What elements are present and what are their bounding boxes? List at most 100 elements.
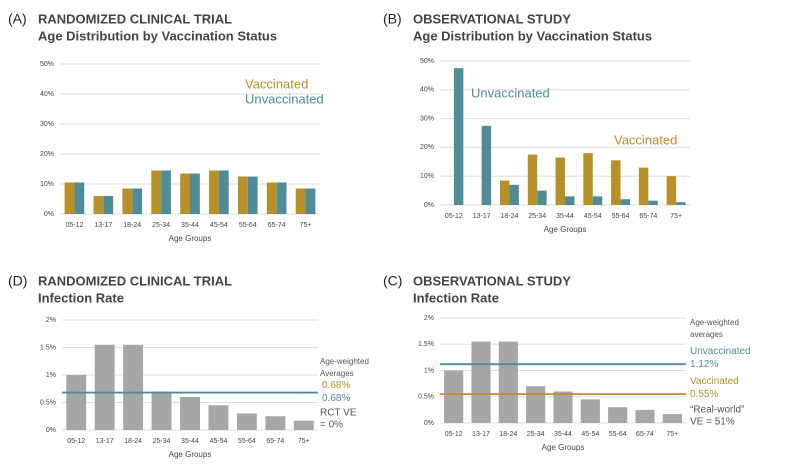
y-tick-label: 10% [40,181,54,188]
reference-value: 0.68% [322,393,350,404]
bar [236,413,257,430]
annotation: Age-weighted [320,357,369,366]
bar [509,184,519,205]
y-tick-label: 20% [420,144,434,151]
x-tick-label: 65-74 [268,222,286,229]
panel-label: (C) [383,273,402,289]
y-tick-label: 1% [424,367,434,374]
y-tick-label: 1.5% [418,341,434,348]
bar [122,188,133,214]
bar [247,176,258,214]
y-tick-label: 0% [424,202,434,209]
bar [305,188,316,214]
legend-entry: Unvaccinated [245,91,324,106]
y-tick-label: 0% [44,211,54,218]
bar [93,196,104,214]
x-tick-label: 18-24 [124,438,142,445]
x-tick-label: 55-64 [612,213,630,220]
bar [555,157,565,205]
bar [161,170,171,214]
x-tick-label: 75+ [666,431,678,438]
x-tick-label: 25-34 [528,213,546,220]
x-tick-label: 65-74 [636,431,654,438]
bar [444,370,464,423]
bar [583,153,593,205]
chart-title: OBSERVATIONAL STUDY [413,273,571,288]
chart-subtitle: Infection Rate [38,290,124,305]
bar [295,188,306,214]
reference-name: Vaccinated [690,376,739,387]
y-tick-label: 0.5% [40,399,56,406]
x-tick-label: 45-54 [581,431,599,438]
bar [565,196,575,205]
bar [611,160,621,205]
bar [293,420,314,430]
y-tick-label: 20% [40,151,54,158]
x-axis-label: Age Groups [544,225,587,234]
bar [638,167,649,205]
x-tick-label: 18-24 [499,431,517,438]
bar [237,176,248,214]
x-tick-label: 45-54 [209,438,227,445]
reference-value: 0.68% [322,380,350,391]
x-tick-label: 55-64 [609,431,627,438]
bar [66,375,87,430]
bar [498,341,518,423]
x-tick-label: 55-64 [238,438,256,445]
annotation: RCT VE [320,408,357,419]
x-tick-label: 13-17 [96,438,114,445]
y-tick-label: 30% [40,121,54,128]
x-tick-label: 35-44 [181,438,199,445]
x-tick-label: 18-24 [123,222,141,229]
chart-subtitle: Infection Rate [413,290,499,305]
x-tick-label: 75+ [298,438,310,445]
panel-label: (B) [383,11,402,27]
x-tick-label: 35-44 [556,213,574,220]
annotation: “Real-world” [690,405,744,416]
x-tick-label: 13-17 [473,213,491,220]
legend-entry: Unvaccinated [471,85,550,100]
bar [151,391,172,430]
legend-entry: Vaccinated [614,132,677,147]
x-tick-label: 05-12 [67,438,85,445]
y-tick-label: 40% [40,91,54,98]
bar [592,196,603,205]
chart-subtitle: Age Distribution by Vaccination Status [413,28,652,43]
x-tick-label: 05-12 [65,222,83,229]
bar [608,407,628,423]
bar [265,416,286,430]
y-tick-label: 50% [40,61,54,68]
y-tick-label: 1.5% [40,344,56,351]
x-tick-label: 18-24 [500,213,518,220]
legend-entry: Vaccinated [245,76,308,91]
reference-value: 0.55% [690,389,718,400]
bar [676,202,686,205]
bar [132,188,143,214]
x-tick-label: 35-44 [181,222,199,229]
bar [208,405,229,430]
bar [620,199,630,205]
bar [151,170,162,214]
x-tick-label: 75+ [300,222,312,229]
x-axis-label: Age Groups [542,443,585,452]
chart-title: OBSERVATIONAL STUDY [413,11,571,26]
bar [103,196,114,214]
bar [666,176,677,205]
bar [180,397,200,430]
panel-label: (A) [8,11,27,27]
bar [123,344,144,430]
bar [537,190,547,205]
bar [180,173,190,214]
x-tick-label: 35-44 [554,431,572,438]
bar [74,182,85,214]
y-tick-label: 10% [420,173,434,180]
bar [527,154,538,205]
chart-title: RANDOMIZED CLINICAL TRIAL [38,273,232,288]
x-tick-label: 55-64 [239,222,257,229]
x-axis-label: Age Groups [169,450,212,459]
y-tick-label: 2% [424,315,434,322]
x-tick-label: 05-12 [445,431,463,438]
y-tick-label: 0% [46,427,56,434]
x-tick-label: 25-34 [152,222,170,229]
x-tick-label: 45-54 [210,222,228,229]
